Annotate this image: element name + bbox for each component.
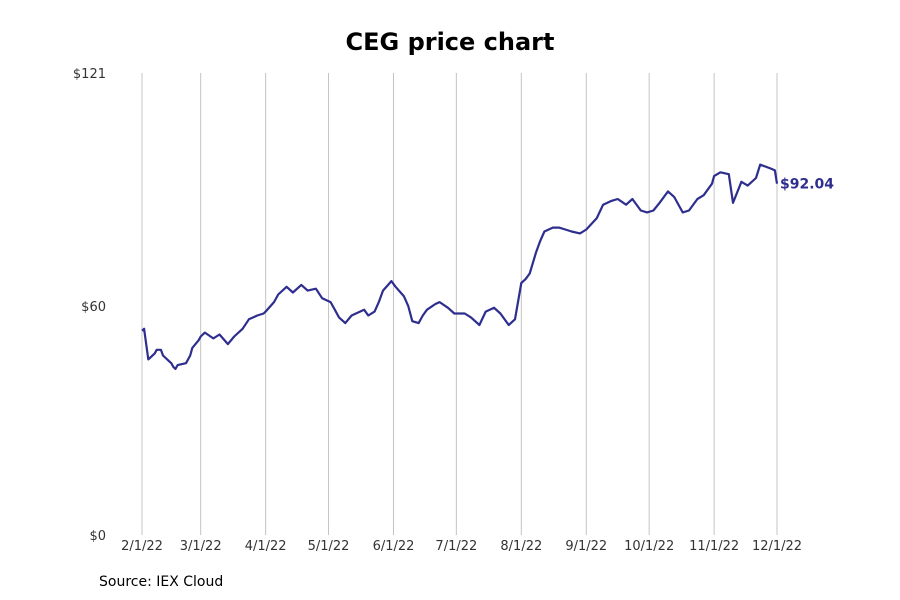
y-tick-label: $121 (73, 67, 106, 82)
x-tick-label: 4/1/22 (245, 539, 287, 554)
x-tick-label: 10/1/22 (624, 539, 674, 554)
x-tick-label: 7/1/22 (435, 539, 477, 554)
x-tick-label: 11/1/22 (689, 539, 739, 554)
x-tick-label: 12/1/22 (752, 539, 802, 554)
y-tick-label: $60 (81, 300, 106, 315)
x-tick-label: 6/1/22 (373, 539, 415, 554)
source-note: Source: IEX Cloud (99, 574, 224, 590)
last-price-label: $92.04 (780, 177, 834, 193)
chart-title: CEG price chart (345, 28, 555, 56)
gridlines (141, 73, 778, 535)
y-axis-ticks: $0 $60 $121 (73, 67, 106, 544)
x-tick-label: 5/1/22 (308, 539, 350, 554)
y-tick-label: $0 (89, 529, 106, 544)
x-tick-label: 8/1/22 (500, 539, 542, 554)
x-tick-label: 9/1/22 (565, 539, 607, 554)
x-tick-label: 3/1/22 (180, 539, 222, 554)
price-series-line (141, 163, 779, 370)
x-tick-label: 2/1/22 (121, 539, 163, 554)
x-axis-ticks: 2/1/22 3/1/22 4/1/22 5/1/22 6/1/22 7/1/22 8/1/… (121, 539, 802, 554)
